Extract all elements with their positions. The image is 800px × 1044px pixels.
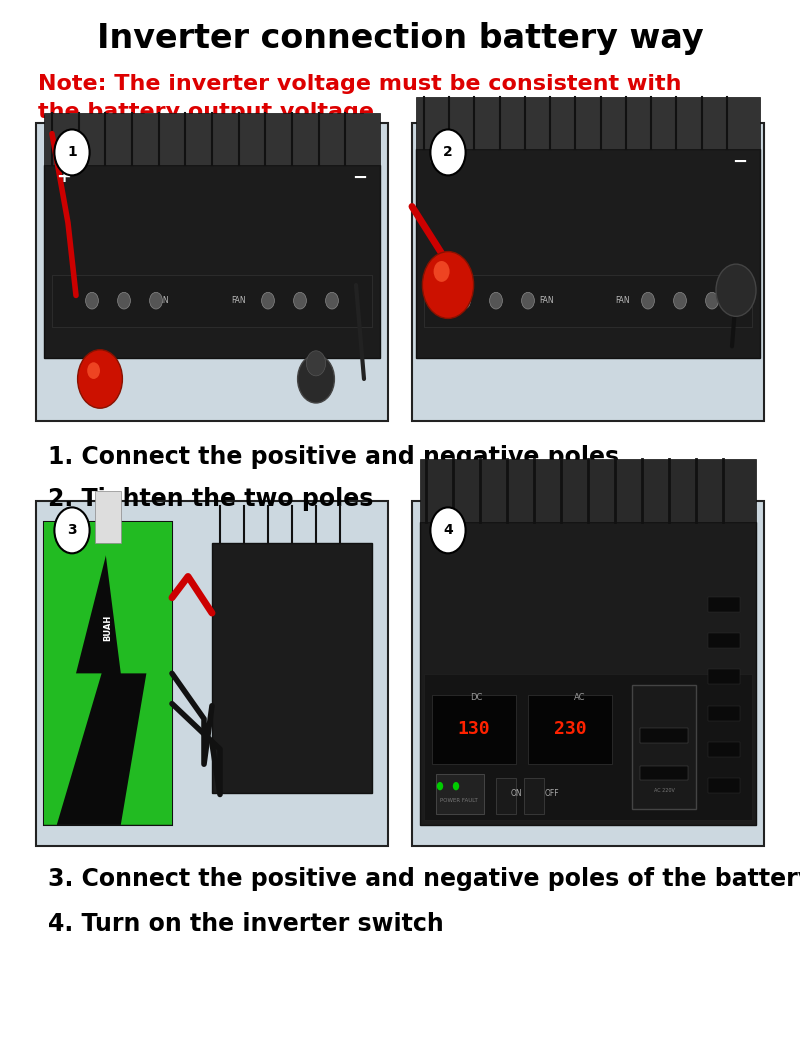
Text: 230: 230 xyxy=(554,720,586,738)
Text: FAN: FAN xyxy=(231,296,246,305)
Text: 1: 1 xyxy=(67,145,77,160)
FancyBboxPatch shape xyxy=(640,765,688,780)
Text: +: + xyxy=(57,168,71,187)
Circle shape xyxy=(86,292,98,309)
FancyBboxPatch shape xyxy=(36,123,388,421)
Circle shape xyxy=(430,507,466,553)
Circle shape xyxy=(306,351,326,376)
Text: OFF: OFF xyxy=(545,789,559,798)
FancyBboxPatch shape xyxy=(420,459,756,522)
FancyBboxPatch shape xyxy=(420,522,756,825)
Text: 130: 130 xyxy=(458,720,490,738)
Circle shape xyxy=(453,782,459,790)
Text: Note: The inverter voltage must be consistent with: Note: The inverter voltage must be consi… xyxy=(38,73,682,94)
FancyBboxPatch shape xyxy=(708,779,740,793)
Polygon shape xyxy=(44,522,114,825)
FancyBboxPatch shape xyxy=(424,674,752,820)
Text: 2: 2 xyxy=(443,145,453,160)
Circle shape xyxy=(150,292,162,309)
Text: FAN: FAN xyxy=(539,296,554,305)
FancyBboxPatch shape xyxy=(632,685,696,809)
FancyBboxPatch shape xyxy=(708,706,740,720)
FancyBboxPatch shape xyxy=(708,669,740,685)
Circle shape xyxy=(298,355,334,403)
Text: 3. Connect the positive and negative poles of the battery: 3. Connect the positive and negative pol… xyxy=(48,868,800,891)
Text: AC 220V: AC 220V xyxy=(654,788,674,793)
FancyBboxPatch shape xyxy=(424,275,752,327)
Text: −: − xyxy=(733,152,747,171)
Circle shape xyxy=(716,264,756,316)
Circle shape xyxy=(54,507,90,553)
Circle shape xyxy=(437,782,443,790)
FancyBboxPatch shape xyxy=(708,633,740,648)
FancyBboxPatch shape xyxy=(496,778,516,814)
Circle shape xyxy=(522,292,534,309)
Circle shape xyxy=(294,292,306,309)
Text: 4: 4 xyxy=(443,523,453,538)
FancyBboxPatch shape xyxy=(416,97,760,149)
FancyBboxPatch shape xyxy=(95,491,121,543)
Circle shape xyxy=(118,292,130,309)
Circle shape xyxy=(458,292,470,309)
Text: FAN: FAN xyxy=(154,296,169,305)
Text: 1. Connect the positive and negative poles: 1. Connect the positive and negative pol… xyxy=(48,446,619,469)
Circle shape xyxy=(422,252,474,318)
FancyBboxPatch shape xyxy=(36,501,388,846)
Text: ON: ON xyxy=(510,789,522,798)
Text: AC: AC xyxy=(574,692,586,702)
FancyBboxPatch shape xyxy=(524,778,544,814)
Circle shape xyxy=(706,292,718,309)
Text: 3: 3 xyxy=(67,523,77,538)
FancyBboxPatch shape xyxy=(432,694,516,764)
FancyBboxPatch shape xyxy=(212,543,372,793)
FancyBboxPatch shape xyxy=(412,501,764,846)
FancyBboxPatch shape xyxy=(640,728,688,742)
Circle shape xyxy=(326,292,338,309)
Circle shape xyxy=(490,292,502,309)
FancyBboxPatch shape xyxy=(52,275,372,327)
Text: +: + xyxy=(429,152,443,171)
Polygon shape xyxy=(102,522,172,825)
Text: Inverter connection battery way: Inverter connection battery way xyxy=(97,22,703,55)
FancyBboxPatch shape xyxy=(44,165,380,358)
Text: BUAH: BUAH xyxy=(103,615,113,641)
Circle shape xyxy=(434,261,450,282)
Circle shape xyxy=(642,292,654,309)
Circle shape xyxy=(54,129,90,175)
FancyBboxPatch shape xyxy=(44,522,172,825)
FancyBboxPatch shape xyxy=(416,149,760,358)
Circle shape xyxy=(674,292,686,309)
Text: DC: DC xyxy=(470,692,482,702)
FancyBboxPatch shape xyxy=(436,774,484,814)
Circle shape xyxy=(430,129,466,175)
Text: FAN: FAN xyxy=(615,296,630,305)
Text: 4. Turn on the inverter switch: 4. Turn on the inverter switch xyxy=(48,912,444,935)
Circle shape xyxy=(78,350,122,408)
FancyBboxPatch shape xyxy=(44,113,380,165)
Text: POWER FAULT: POWER FAULT xyxy=(440,799,478,803)
FancyBboxPatch shape xyxy=(708,742,740,757)
FancyBboxPatch shape xyxy=(528,694,612,764)
Circle shape xyxy=(87,362,100,379)
FancyBboxPatch shape xyxy=(708,597,740,612)
Text: 2. Tighten the two poles: 2. Tighten the two poles xyxy=(48,488,374,511)
Text: −: − xyxy=(353,168,367,187)
Text: the battery output voltage: the battery output voltage xyxy=(38,101,374,122)
FancyBboxPatch shape xyxy=(412,123,764,421)
Circle shape xyxy=(262,292,274,309)
